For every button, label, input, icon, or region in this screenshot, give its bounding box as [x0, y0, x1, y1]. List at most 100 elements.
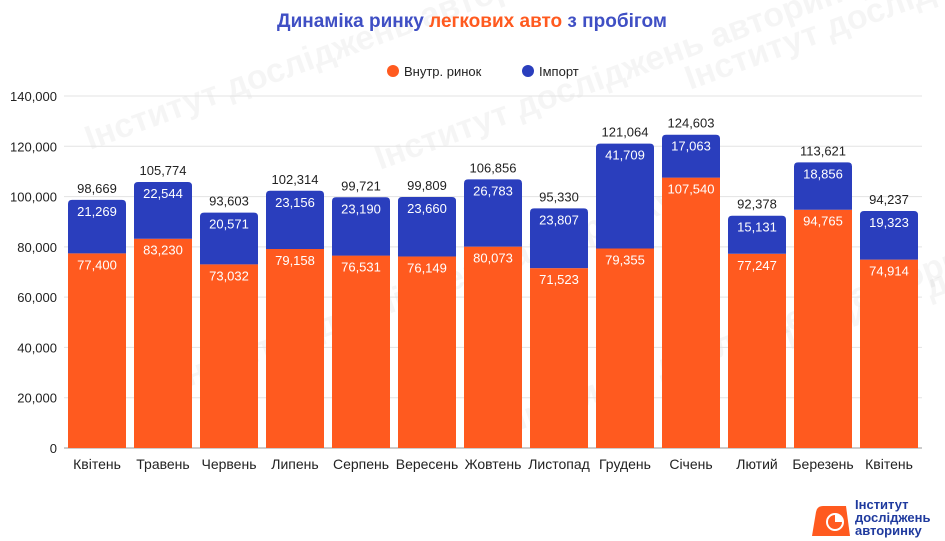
chart-title: Динаміка ринку легкових авто з пробігом — [277, 11, 667, 32]
bar-label-domestic: 76,149 — [407, 261, 447, 276]
bar-label-total: 98,669 — [77, 181, 117, 196]
bar-domestic — [266, 248, 324, 448]
x-tick-label: Лютий — [736, 456, 777, 472]
bar-label-total: 121,064 — [602, 125, 649, 140]
x-tick-label: Січень — [669, 456, 712, 472]
chart-title-part: з пробігом — [562, 11, 667, 32]
bars: 77,400 21,269 98,669 83,230 22,544 105,774 73,… — [68, 116, 918, 448]
bar-label-import: 23,190 — [341, 201, 381, 216]
bar-label-total: 99,721 — [341, 178, 381, 193]
bar-label-import: 26,783 — [473, 183, 513, 198]
bar-label-domestic: 83,230 — [143, 243, 183, 258]
y-tick-label: 120,000 — [10, 139, 57, 154]
y-tick-label: 40,000 — [17, 340, 57, 355]
y-axis: 0 20,000 40,000 60,000 80,000 100,000 120,000 1… — [10, 89, 57, 456]
bar-domestic — [596, 248, 654, 448]
x-tick-label: Серпень — [333, 456, 389, 472]
logo-mark — [812, 506, 850, 536]
logo-text-line: авторинку — [855, 523, 922, 538]
bar-label-domestic: 77,400 — [77, 257, 117, 272]
legend-label: Імпорт — [539, 64, 579, 79]
bar-label-import: 23,156 — [275, 195, 315, 210]
y-tick-label: 80,000 — [17, 240, 57, 255]
bar-label-import: 15,131 — [737, 220, 777, 235]
bar-label-import: 23,660 — [407, 201, 447, 216]
legend-marker — [522, 65, 534, 77]
bar-label-import: 19,323 — [869, 215, 909, 230]
bar-domestic — [530, 268, 588, 448]
bar-domestic — [134, 238, 192, 448]
bar-import — [464, 179, 522, 247]
bar-label-total: 95,330 — [539, 189, 579, 204]
bar-label-domestic: 107,540 — [668, 182, 715, 197]
bar-import — [134, 182, 192, 239]
x-axis: Квітень Травень Червень Липень Серпень Вересе… — [73, 456, 913, 472]
bar-label-import: 41,709 — [605, 148, 645, 163]
bar-import — [728, 215, 786, 254]
bar-domestic — [200, 264, 258, 448]
bar-label-domestic: 76,531 — [341, 260, 381, 275]
bar-label-domestic: 80,073 — [473, 251, 513, 266]
logo-text-line: Інститут — [855, 497, 909, 512]
bar-label-import: 17,063 — [671, 139, 711, 154]
bar-label-domestic: 73,032 — [209, 268, 249, 283]
bar-import — [266, 190, 324, 249]
bar-import — [200, 212, 258, 265]
bar-import — [662, 134, 720, 178]
bar-label-import: 23,807 — [539, 212, 579, 227]
bar-label-domestic: 94,765 — [803, 214, 843, 229]
x-tick-label: Грудень — [599, 456, 651, 472]
bar-domestic — [860, 259, 918, 448]
x-tick-label: Березень — [792, 456, 853, 472]
bar-label-total: 93,603 — [209, 194, 249, 209]
bar-domestic — [464, 246, 522, 448]
x-tick-label: Червень — [202, 456, 257, 472]
chart-title-part: Динаміка ринку — [277, 11, 429, 32]
bar-label-total: 99,809 — [407, 178, 447, 193]
bar-label-domestic: 71,523 — [539, 272, 579, 287]
y-tick-label: 100,000 — [10, 190, 57, 205]
x-tick-label: Квітень — [865, 456, 913, 472]
legend-label: Внутр. ринок — [404, 64, 482, 79]
x-tick-label: Жовтень — [465, 456, 522, 472]
bar-label-domestic: 74,914 — [869, 264, 909, 279]
bar-domestic — [398, 256, 456, 448]
bar-label-import: 20,571 — [209, 217, 249, 232]
logo-text-line: досліджень — [855, 510, 931, 525]
bar-import — [398, 197, 456, 257]
bar-domestic — [728, 253, 786, 448]
bar-label-total: 102,314 — [272, 172, 319, 187]
chart-title-part: легкових авто — [429, 11, 562, 32]
bar-import — [530, 208, 588, 269]
bar-label-total: 124,603 — [668, 116, 715, 131]
x-tick-label: Квітень — [73, 456, 121, 472]
bar-label-total: 106,856 — [470, 160, 517, 175]
logo-pie-icon — [835, 514, 843, 522]
y-tick-label: 20,000 — [17, 391, 57, 406]
bar-label-import: 18,856 — [803, 166, 843, 181]
bar-label-total: 105,774 — [140, 163, 187, 178]
bar-label-domestic: 79,355 — [605, 252, 645, 267]
bar-label-import: 21,269 — [77, 204, 117, 219]
bar-domestic — [332, 255, 390, 448]
bar-domestic — [68, 253, 126, 448]
bar-domestic — [794, 209, 852, 448]
bar-import — [860, 211, 918, 260]
legend: Внутр. ринок Імпорт — [387, 64, 579, 79]
x-tick-label: Вересень — [396, 456, 459, 472]
bar-label-total: 92,378 — [737, 197, 777, 212]
bar-import — [794, 162, 852, 210]
bar-label-domestic: 79,158 — [275, 253, 315, 268]
x-tick-label: Травень — [136, 456, 189, 472]
bar-label-total: 94,237 — [869, 192, 909, 207]
x-tick-label: Липень — [271, 456, 318, 472]
bar-import — [68, 199, 126, 254]
x-tick-label: Листопад — [528, 456, 590, 472]
bar-label-import: 22,544 — [143, 186, 183, 201]
bar-import — [596, 143, 654, 249]
bar-label-total: 113,621 — [800, 143, 846, 158]
legend-marker — [387, 65, 399, 77]
bar-label-domestic: 77,247 — [737, 258, 777, 273]
